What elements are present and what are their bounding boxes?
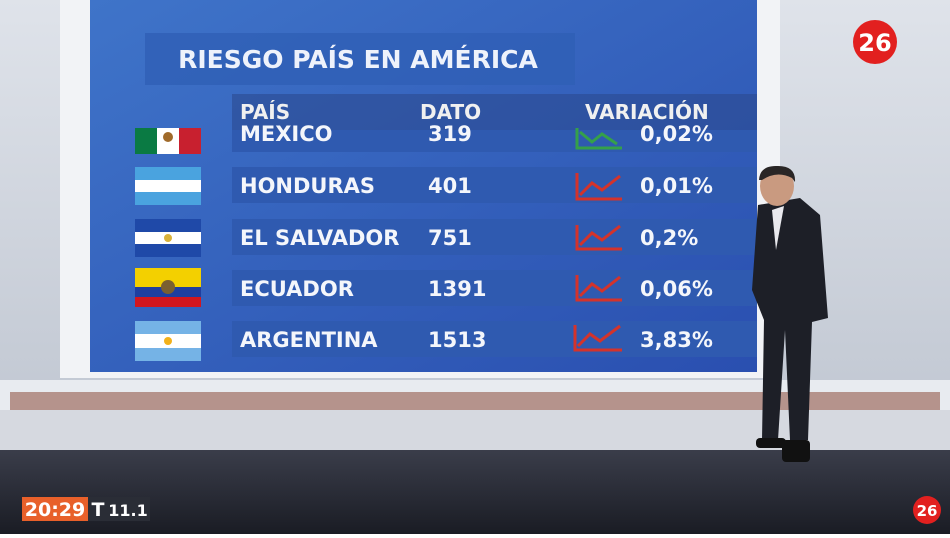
value: 1513: [428, 328, 486, 352]
flag-mexico: [135, 128, 201, 154]
temp-value: 11.1: [108, 501, 147, 520]
variation: 0,02%: [640, 122, 713, 146]
clock-box: [22, 497, 88, 521]
value: 319: [428, 122, 472, 146]
flag-argentina: [135, 321, 201, 361]
country: ECUADOR: [240, 277, 354, 301]
title: RIESGO PAÍS EN AMÉRICA: [178, 45, 538, 74]
channel-logo-small: [913, 496, 941, 524]
country: MEXICO: [240, 122, 333, 146]
row-bg: [232, 219, 757, 255]
channel-logo: [853, 20, 897, 64]
row-bg: [232, 130, 757, 152]
flag-honduras: [135, 167, 201, 205]
temp-label: T: [92, 499, 105, 521]
row-bg: [232, 167, 757, 203]
country: EL SALVADOR: [240, 226, 399, 250]
variation: 0,2%: [640, 226, 698, 250]
value: 1391: [428, 277, 486, 301]
trend-icon-up: [573, 324, 622, 352]
rows: [232, 130, 757, 357]
presenter: [752, 165, 828, 462]
flag-el-salvador: [135, 219, 201, 257]
trend-icon-up: [575, 173, 622, 201]
row-bg: [232, 270, 757, 306]
header-row: [232, 94, 757, 130]
channel-logo-small-text: 26: [917, 502, 938, 520]
header: VARIACIÓN: [585, 100, 709, 124]
trend-icon-down: [575, 128, 622, 150]
header: PAÍS: [240, 100, 290, 124]
trend-icon-up: [575, 224, 622, 251]
header: DATO: [420, 100, 481, 124]
led-strip: [10, 392, 940, 410]
variation: 0,01%: [640, 174, 713, 198]
value: 751: [428, 226, 472, 250]
variation: 0,06%: [640, 277, 713, 301]
trend-icon-up: [575, 275, 622, 302]
clock: 20:29: [25, 499, 85, 521]
temp-box: [88, 497, 150, 521]
row-texts: MEXICO 319 0,02% HONDURAS 401 0,01% EL SALVADO…: [240, 122, 713, 352]
flag-ecuador: [135, 268, 201, 307]
value: 401: [428, 174, 472, 198]
country: ARGENTINA: [240, 328, 378, 352]
floor: [0, 450, 950, 534]
title-box: [145, 33, 575, 85]
row-bg: [232, 321, 757, 357]
variation: 3,83%: [640, 328, 713, 352]
channel-logo-text: 26: [858, 29, 891, 57]
country: HONDURAS: [240, 174, 375, 198]
